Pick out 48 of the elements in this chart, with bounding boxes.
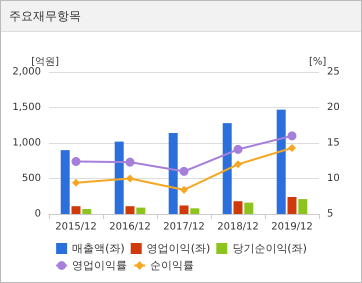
bar xyxy=(298,199,308,214)
x-tick-label: 2016/12 xyxy=(109,222,151,232)
y-tick-label: 0 xyxy=(34,208,41,220)
y-tick-label: 1,000 xyxy=(12,138,41,148)
bar xyxy=(190,208,200,214)
point xyxy=(180,186,188,194)
point xyxy=(288,144,296,152)
y2-tick-label: 20 xyxy=(327,102,340,113)
x-tick-label: 2015/12 xyxy=(55,222,97,232)
bar xyxy=(222,123,232,214)
bar xyxy=(114,142,124,214)
point xyxy=(126,158,134,167)
chart-title: 주요재무항목 xyxy=(1,1,361,32)
bar xyxy=(276,110,286,214)
point xyxy=(180,166,188,176)
point xyxy=(126,174,134,182)
point xyxy=(234,144,242,154)
x-tick-label: 2018/12 xyxy=(217,222,259,232)
point xyxy=(234,160,242,168)
bar xyxy=(288,196,296,214)
x-tick-label: 2017/12 xyxy=(163,222,205,232)
bar xyxy=(234,201,242,214)
point xyxy=(72,178,80,187)
legend-label: 순이익률 xyxy=(150,259,194,272)
legend-label: 영업이익(좌) xyxy=(146,242,210,255)
y2-tick-label: 5 xyxy=(327,208,334,220)
y2-tick-label: 15 xyxy=(327,138,340,148)
y2-tick-label: 25 xyxy=(327,66,340,78)
legend-label: 매출액(좌) xyxy=(72,242,125,255)
bar xyxy=(126,206,134,214)
bar xyxy=(168,133,178,214)
bar xyxy=(180,205,188,214)
point xyxy=(288,131,296,140)
x-tick-label: 2019/12 xyxy=(271,222,313,232)
y2-tick-label: 10 xyxy=(327,173,340,184)
legend-label: 당기순이익(좌) xyxy=(232,242,307,255)
legend-label: 영업이익률 xyxy=(72,259,128,272)
bar xyxy=(244,202,254,214)
y2-axis-title: [%] xyxy=(309,56,326,68)
y-tick-label: 2,000 xyxy=(12,66,41,78)
y-axis-title: [억원] xyxy=(31,56,60,68)
bar xyxy=(136,208,146,214)
point xyxy=(72,156,80,166)
y-tick-label: 1,500 xyxy=(12,102,41,113)
y-tick-label: 500 xyxy=(22,173,41,184)
bar xyxy=(60,150,70,214)
bar xyxy=(82,209,92,214)
bar xyxy=(72,206,80,214)
